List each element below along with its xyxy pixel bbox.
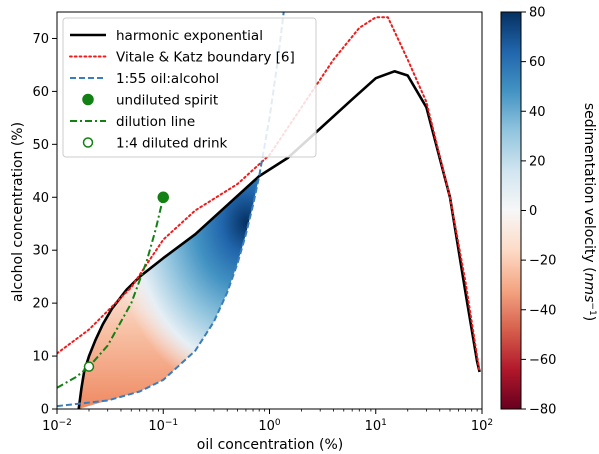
vitale-katz-boundary-6-line <box>57 16 481 373</box>
undiluted-spirit-marker <box>157 191 169 204</box>
x-axis: 10−2 10−1 100 101 102 <box>42 409 493 434</box>
colorbar-label: sedimentation velocity (nms−1) <box>581 103 597 321</box>
y-tick-label: 60 <box>32 85 49 100</box>
legend-item-1-4-diluted-drink: 1:4 diluted drink <box>82 136 228 152</box>
colorbar-tick-label: −80 <box>529 403 556 418</box>
y-tick-label: 10 <box>32 350 49 365</box>
legend-label: 1:55 oil:alcohol <box>116 71 219 87</box>
colorbar: 80 60 40 20 0 −20 −40 −60 −80 sedimentation velo… <box>500 6 597 418</box>
legend: harmonic exponential Vitale & Katz bounda… <box>62 17 317 158</box>
colorbar-tick-label: 40 <box>529 105 546 120</box>
colorbar-tick-label: 20 <box>529 154 546 169</box>
legend-item-dilution-line: dilution line <box>70 114 195 130</box>
x-tick-label: 10−1 <box>148 418 178 434</box>
y-tick-label: 20 <box>32 297 49 312</box>
y-axis-label: alcohol concentration (%) <box>10 122 26 302</box>
colorbar-tick-label: −60 <box>529 353 556 368</box>
legend-swatch <box>82 137 94 148</box>
legend-item-1-55-oil-alcohol: 1:55 oil:alcohol <box>70 71 219 87</box>
legend-item-harmonic-exponential: harmonic exponential <box>70 28 263 44</box>
x-tick-label: 100 <box>258 418 281 434</box>
harmonic-exponential-line <box>77 70 481 409</box>
legend-label: Vitale & Katz boundary [6] <box>116 50 295 66</box>
1-4-diluted-drink-marker <box>83 361 95 372</box>
legend-item-vitale-katz-boundary-6: Vitale & Katz boundary [6] <box>69 50 295 66</box>
x-tick-label: 10−2 <box>42 418 72 434</box>
x-tick-label: 101 <box>365 418 387 434</box>
y-tick-label: 0 <box>41 403 49 418</box>
legend-label: 1:4 diluted drink <box>116 136 228 152</box>
y-tick-label: 30 <box>32 244 49 259</box>
x-tick-label: 102 <box>471 418 493 434</box>
dilution-line-line <box>57 197 165 389</box>
colorbar-tick-label: 0 <box>529 204 537 219</box>
legend-label: undiluted spirit <box>116 93 218 109</box>
legend-box <box>62 17 317 158</box>
colorbar-gradient <box>500 11 522 410</box>
y-tick-label: 40 <box>32 191 49 206</box>
y-axis: 0 10 20 30 40 50 60 70 <box>32 32 57 418</box>
y-tick-label: 50 <box>32 138 49 153</box>
legend-swatch <box>82 93 94 106</box>
y-tick-label: 70 <box>32 32 49 47</box>
colorbar-tick-label: 60 <box>529 55 546 70</box>
x-axis-label: oil concentration (%) <box>197 437 343 453</box>
legend-label: harmonic exponential <box>116 28 263 44</box>
colorbar-tick-label: −40 <box>529 303 556 318</box>
legend-label: dilution line <box>116 114 195 130</box>
colorbar-tick-label: 80 <box>529 6 546 21</box>
colorbar-tick-label: −20 <box>529 254 556 269</box>
legend-item-undiluted-spirit: undiluted spirit <box>82 93 218 109</box>
